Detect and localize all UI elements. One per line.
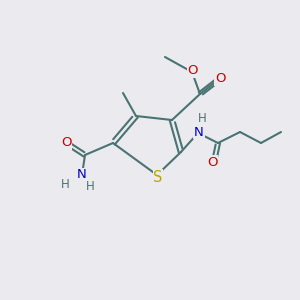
Text: O: O [61, 136, 71, 149]
Text: H: H [61, 178, 69, 191]
Text: N: N [194, 125, 204, 139]
Text: O: O [188, 64, 198, 77]
Text: H: H [198, 112, 206, 124]
Text: H: H [85, 181, 94, 194]
Text: N: N [77, 169, 87, 182]
Text: O: O [207, 155, 217, 169]
Text: S: S [153, 169, 163, 184]
Text: O: O [215, 73, 225, 85]
